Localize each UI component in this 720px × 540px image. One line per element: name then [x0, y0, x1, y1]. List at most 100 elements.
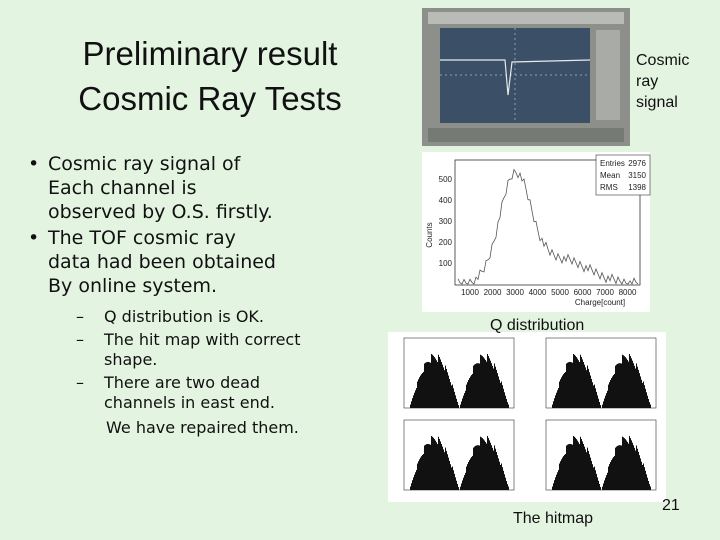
x-tick-label: 2000 [484, 288, 502, 297]
hitmap-bar [595, 388, 596, 408]
hitmap-bar [552, 404, 553, 408]
hitmap-bar [482, 356, 483, 408]
hitmap-bar [564, 454, 565, 490]
hitmap-bar [435, 440, 436, 490]
hitmap-bar [496, 451, 497, 490]
scope-photo [422, 8, 630, 146]
hitmap-bar [580, 436, 581, 490]
hitmap-bar [439, 438, 440, 490]
hitmap-bar [470, 376, 471, 408]
hitmap-bar [626, 358, 627, 408]
hitmap-bar [470, 458, 471, 490]
slide-title: Cosmic Ray Tests [78, 80, 341, 117]
hitmap-bar [440, 441, 441, 490]
hitmap-bar [457, 483, 458, 490]
hitmap-bar [471, 375, 472, 408]
hitmap-bar [647, 477, 648, 490]
y-tick-label: 100 [439, 259, 453, 268]
hitmap-bar [427, 443, 428, 490]
hitmap-bar [431, 435, 432, 490]
hitmap-bar [500, 464, 501, 490]
hitmap-bar [488, 438, 489, 490]
hitmap-bar [449, 378, 450, 408]
hitmap-bar [602, 486, 603, 490]
hitmap-bar [575, 437, 576, 490]
hitmap-bar [600, 487, 601, 490]
hitmap-bar [612, 458, 613, 490]
note: We have repaired them. [106, 418, 299, 437]
hitmap-bar [633, 445, 634, 490]
hitmap-bar [639, 373, 640, 408]
hitmap-bar [590, 457, 591, 490]
hitmap-bar [425, 444, 426, 490]
hitmap-bar [555, 395, 556, 408]
hitmap-bar [598, 398, 599, 408]
hitmap-bar [636, 363, 637, 408]
x-tick-label: 6000 [574, 288, 592, 297]
hitmap-bar [634, 365, 635, 408]
hitmap-bar [501, 463, 502, 490]
hitmap-bar [412, 398, 413, 408]
hitmap-bar [614, 455, 615, 490]
hitmap-bar [417, 381, 418, 408]
stat-name: Mean [600, 171, 620, 180]
hitmap-bar [610, 380, 611, 408]
hitmap-bar [428, 361, 429, 408]
histogram-figure [422, 152, 651, 312]
hitmap-bar [637, 448, 638, 490]
subbullet-text: shape. [104, 350, 157, 369]
hitmap-bar [596, 473, 597, 490]
hitmap-bar [447, 454, 448, 490]
hitmap-bar [414, 392, 415, 408]
hitmap-bar [619, 445, 620, 490]
hitmap-bar [629, 435, 630, 490]
hitmap-bar [419, 377, 420, 408]
subbullet-text: There are two dead [103, 373, 260, 392]
hitmap-bar [646, 392, 647, 408]
hitmap-bar [639, 455, 640, 490]
hitmap-bar [465, 472, 466, 490]
hitmap-bar [452, 466, 453, 490]
hitmap-bar [641, 461, 642, 490]
hitmap-bar [558, 470, 559, 490]
hitmap-bar [467, 382, 468, 408]
hitmap-bar [625, 357, 626, 408]
hitmap-bar [568, 362, 569, 408]
hitmap-bar [604, 480, 605, 490]
hitmap-bar [476, 445, 477, 490]
hitmap-bar [612, 376, 613, 408]
hitmap-bar [486, 361, 487, 408]
hitmap-bar [424, 363, 425, 408]
hitmap-bar [468, 462, 469, 490]
hitmap-bar [586, 452, 587, 490]
hitmap-bar [435, 358, 436, 408]
hitmap-bar [607, 472, 608, 490]
hitmap-bar [485, 441, 486, 490]
hitmap-bar [497, 373, 498, 408]
x-tick-label: 1000 [461, 288, 479, 297]
hitmap-bar [567, 444, 568, 490]
hitmap-bar [592, 382, 593, 408]
hitmap-bar [430, 444, 431, 490]
subbullet-dash: – [76, 307, 84, 326]
hitmap-bar [562, 457, 563, 490]
hitmap-bar [468, 380, 469, 408]
hitmap-bar [504, 392, 505, 408]
hitmap-bar [464, 393, 465, 408]
hitmap-bar [479, 363, 480, 408]
hitmap-bar [419, 459, 420, 490]
hitmap-bar [485, 359, 486, 408]
x-axis-label: Charge[count] [575, 298, 625, 307]
x-tick-label: 3000 [506, 288, 524, 297]
hitmap-bar [461, 483, 462, 490]
hitmap-bar [420, 457, 421, 490]
hitmap-bar [560, 379, 561, 408]
hitmap-bar [562, 375, 563, 408]
hitmap-bar [584, 446, 585, 490]
hitmap-bar [482, 438, 483, 490]
hitmap-bar [410, 486, 411, 490]
hitmap-bar [577, 440, 578, 490]
hitmap-bar [572, 444, 573, 490]
hitmap-bar [502, 467, 503, 490]
hitmap-bar [450, 464, 451, 490]
